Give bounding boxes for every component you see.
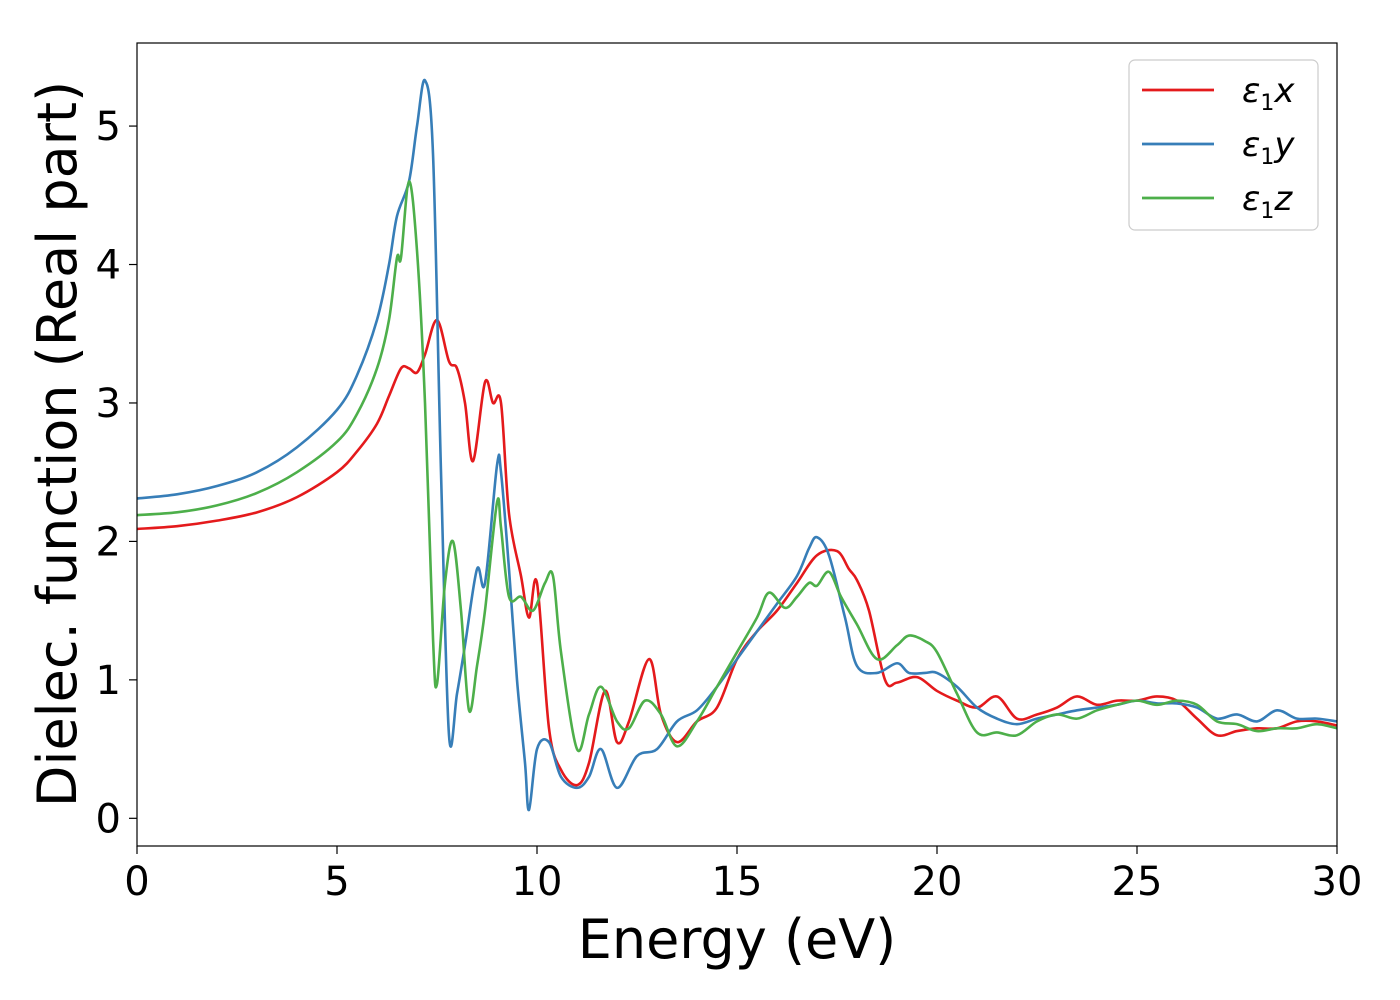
y-tick-label: 1 xyxy=(96,658,121,704)
x-tick-label: 0 xyxy=(124,859,149,905)
legend-label-sub: 1 xyxy=(1260,91,1274,116)
series-layer xyxy=(137,79,1337,812)
y-tick-label: 0 xyxy=(96,796,121,842)
y-axis: 0 1 2 3 4 5 xyxy=(96,104,137,842)
legend-label-sub: 1 xyxy=(1260,145,1274,170)
legend-label-suffix: y xyxy=(1273,125,1295,165)
x-tick-label: 20 xyxy=(912,859,963,905)
x-tick-label: 5 xyxy=(324,859,349,905)
x-tick-label: 15 xyxy=(712,859,763,905)
x-axis: 0 5 10 15 20 25 30 xyxy=(124,846,1362,905)
legend-label-suffix: z xyxy=(1273,179,1293,219)
y-tick-label: 4 xyxy=(96,243,121,289)
y-tick-label: 2 xyxy=(96,519,121,565)
legend-box xyxy=(1128,59,1319,231)
legend-label-z: ε1z xyxy=(1242,179,1293,224)
series-line-z xyxy=(137,180,1337,753)
legend-label-base: ε xyxy=(1242,125,1260,165)
y-tick-label: 3 xyxy=(96,381,121,427)
x-tick-label: 25 xyxy=(1112,859,1163,905)
legend-label-suffix: x xyxy=(1273,71,1295,111)
x-tick-label: 30 xyxy=(1312,859,1363,905)
legend-label-base: ε xyxy=(1242,71,1260,111)
legend-label-y: ε1y xyxy=(1242,125,1295,170)
legend-label-sub: 1 xyxy=(1260,199,1274,224)
y-tick-label: 5 xyxy=(96,104,121,150)
x-axis-title: Energy (eV) xyxy=(578,908,897,971)
legend-label-x: ε1x xyxy=(1242,71,1295,116)
series-line-y xyxy=(137,79,1337,812)
y-axis-title: Dielec. function (Real part) xyxy=(26,81,89,807)
x-tick-label: 10 xyxy=(512,859,563,905)
legend-label-base: ε xyxy=(1242,179,1260,219)
